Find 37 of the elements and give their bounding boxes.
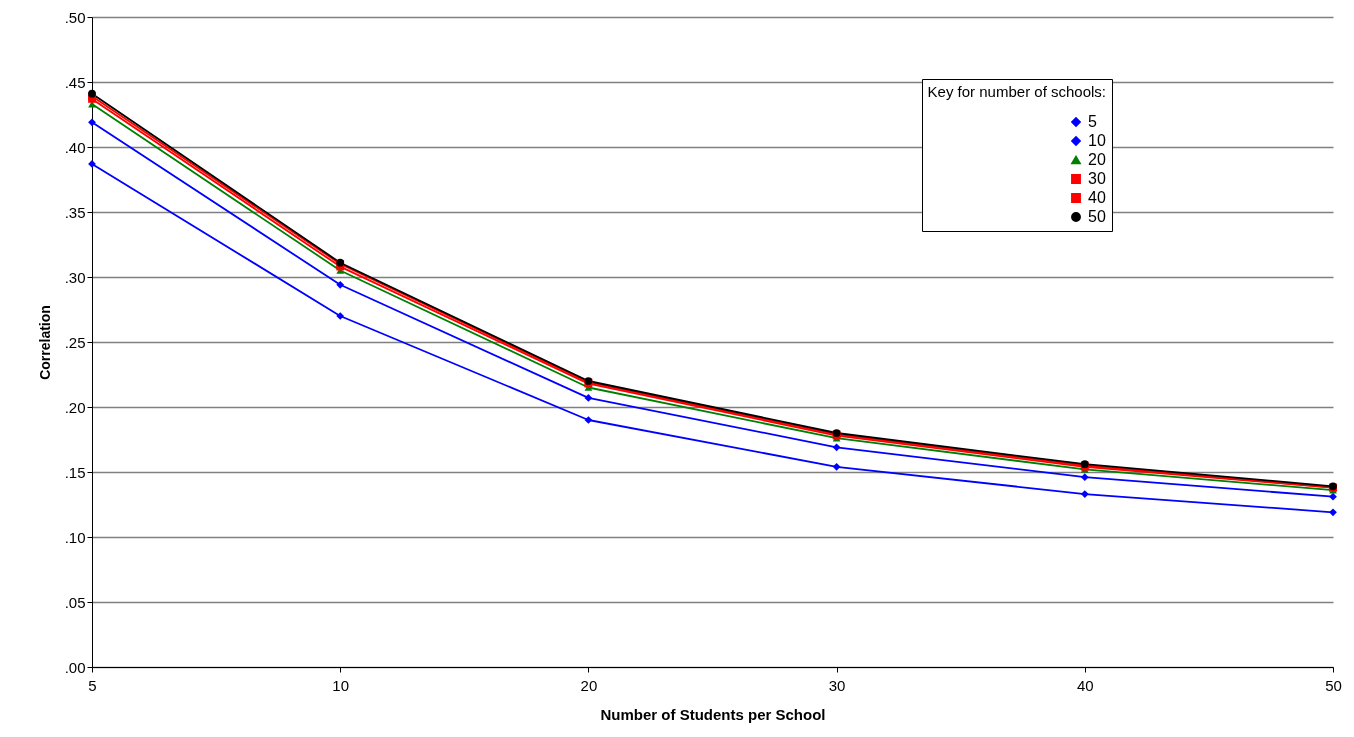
x-tick-label: 30 [828, 676, 846, 694]
y-tick-label: .45 [64, 73, 86, 91]
legend-label: 30 [1088, 170, 1106, 187]
y-axis-title: Correlation [36, 305, 53, 380]
point [832, 443, 841, 452]
y-tick-label: .30 [64, 268, 86, 286]
point [584, 416, 593, 424]
legend-label: 20 [1088, 151, 1106, 168]
point [336, 312, 345, 320]
y-tick-label: .40 [64, 138, 86, 156]
point [1080, 473, 1089, 482]
point [584, 394, 593, 402]
legend-label: 50 [1088, 208, 1106, 225]
y-tick-label: .00 [64, 658, 86, 676]
point [832, 462, 841, 471]
y-tick-label: .35 [64, 203, 86, 221]
point [88, 118, 96, 127]
x-tick-label: 50 [1325, 676, 1342, 694]
legend-title: Key for number of schools: [927, 83, 1106, 100]
x-tick-label: 40 [1076, 676, 1094, 694]
x-tick-label: 10 [332, 676, 350, 694]
y-tick-label: .10 [64, 528, 86, 546]
x-tick-label: 5 [88, 676, 97, 694]
y-tick-label: .05 [64, 593, 86, 611]
legend-label: 40 [1088, 189, 1106, 206]
legend-label: 5 [1088, 113, 1097, 130]
y-tick-label: .20 [64, 398, 86, 416]
point [336, 280, 345, 289]
x-tick-label: 20 [580, 676, 598, 694]
point [1329, 492, 1337, 501]
x-axis-title: Number of Students per School [600, 705, 826, 723]
point [1329, 508, 1337, 517]
y-tick-label: .15 [64, 463, 86, 481]
point [1080, 490, 1089, 498]
y-tick-label: .25 [64, 333, 86, 351]
y-tick-label: .50 [64, 8, 86, 26]
legend-label: 10 [1088, 132, 1106, 149]
